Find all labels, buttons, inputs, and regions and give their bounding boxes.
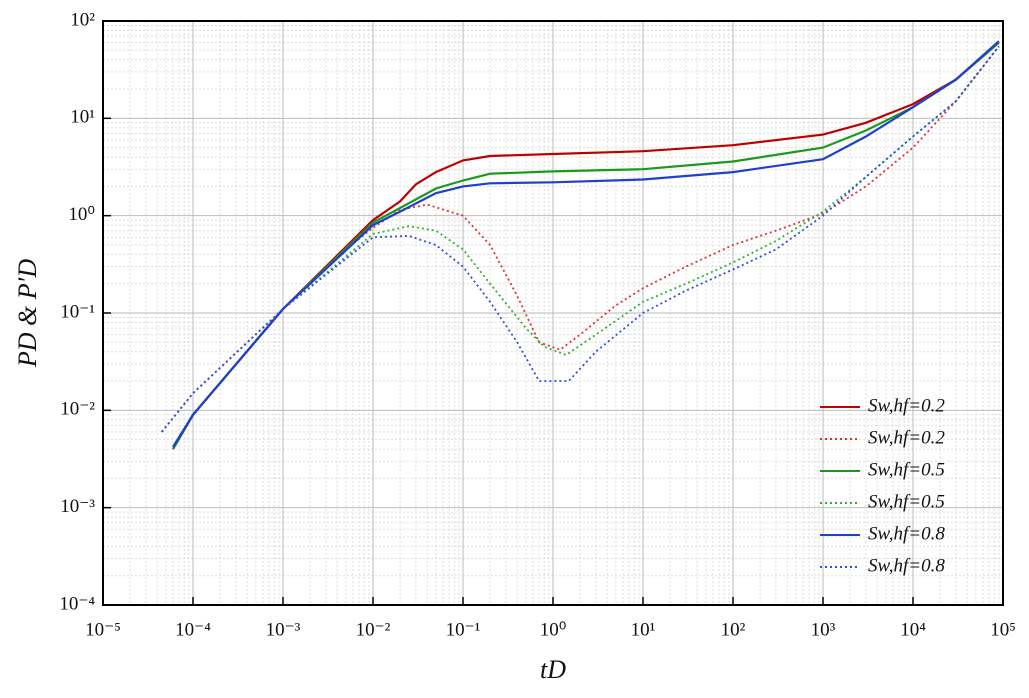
x-tick-label: 10⁻² (356, 619, 391, 640)
series-line (172, 41, 1000, 450)
legend-label: Sw,hf=0.8 (868, 555, 945, 576)
legend-label: Sw,hf=0.2 (868, 395, 945, 416)
legend-label: Sw,hf=0.8 (868, 523, 945, 544)
x-tick-label: 10⁻⁵ (85, 619, 121, 640)
legend-label: Sw,hf=0.2 (868, 427, 945, 448)
y-axis-label: PD & P′D (13, 259, 42, 368)
x-tick-label: 10¹ (631, 619, 656, 640)
y-tick-label: 10⁻¹ (60, 301, 95, 322)
legend-label: Sw,hf=0.5 (868, 491, 945, 512)
y-tick-label: 10⁻² (60, 399, 95, 420)
x-tick-label: 10⁵ (990, 619, 1016, 640)
x-tick-label: 10⁻³ (266, 619, 301, 640)
legend-label: Sw,hf=0.5 (868, 459, 945, 480)
y-tick-label: 10⁻³ (60, 496, 95, 517)
plot-frame (102, 20, 1004, 606)
x-tick-label: 10⁻⁴ (175, 619, 211, 640)
x-tick-label: 10² (721, 619, 746, 640)
series-line (172, 41, 1000, 450)
x-tick-label: 10⁻¹ (446, 619, 481, 640)
x-tick-label: 10⁰ (540, 619, 567, 640)
x-tick-label: 10³ (811, 619, 836, 640)
x-tick-label: 10⁴ (900, 619, 926, 640)
y-tick-label: 10¹ (70, 107, 95, 128)
y-tick-label: 10⁰ (68, 204, 95, 225)
y-tick-label: 10² (70, 9, 95, 30)
y-tick-label: 10⁻⁴ (59, 593, 95, 614)
x-axis-label: tD (540, 655, 566, 684)
series-line (172, 40, 1000, 448)
